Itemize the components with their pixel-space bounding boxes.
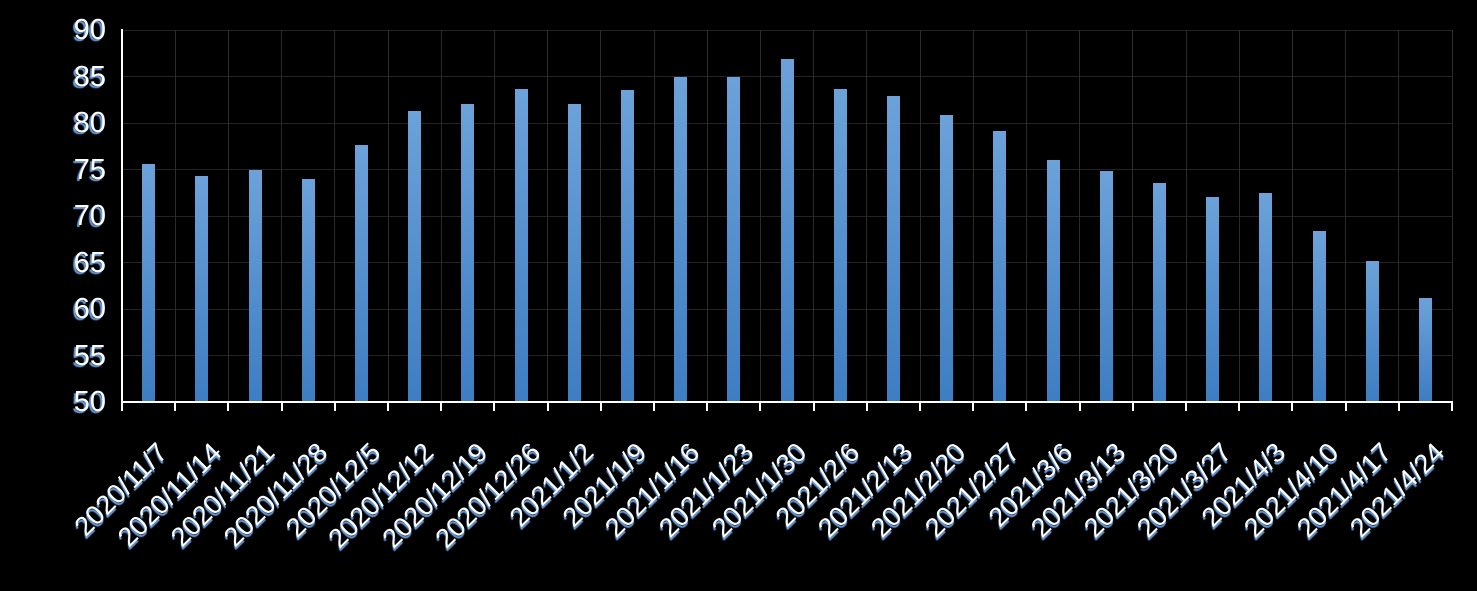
x-axis-tick xyxy=(493,403,496,411)
bar xyxy=(780,58,794,402)
x-axis-tick xyxy=(653,403,655,411)
x-axis-tick xyxy=(546,403,549,411)
x-axis-tick xyxy=(280,403,283,411)
x-axis-tick xyxy=(1344,403,1347,411)
x-axis-tick xyxy=(1185,403,1187,411)
x-axis-tick xyxy=(1238,403,1241,411)
y-axis-tick-label: 70 xyxy=(73,200,106,232)
bar xyxy=(408,110,422,402)
x-axis-tick xyxy=(865,403,868,411)
bar xyxy=(1152,182,1166,402)
v-gridline xyxy=(387,30,389,402)
bar xyxy=(940,114,954,402)
y-axis-tick-label: 85 xyxy=(73,60,106,93)
v-gridline xyxy=(281,30,283,402)
bar xyxy=(1099,171,1113,402)
v-gridline xyxy=(1079,30,1081,402)
bar xyxy=(248,170,262,402)
v-gridline xyxy=(600,30,602,402)
x-axis-tick xyxy=(1291,403,1294,411)
v-gridline xyxy=(653,30,655,402)
y-axis-tick-label: 65 xyxy=(73,246,106,279)
bar xyxy=(142,163,156,402)
bar xyxy=(195,176,209,402)
v-gridline xyxy=(1398,30,1400,402)
x-axis-tick xyxy=(919,403,921,411)
v-gridline xyxy=(1185,30,1187,402)
x-axis-tick xyxy=(759,403,762,411)
x-axis-tick xyxy=(440,403,443,411)
x-axis-tick xyxy=(812,403,815,411)
bar xyxy=(567,104,581,402)
v-gridline xyxy=(1132,30,1134,402)
bar xyxy=(1259,192,1273,402)
v-gridline xyxy=(493,30,495,402)
y-axis-tick-label: 50 xyxy=(73,386,106,418)
bar xyxy=(620,90,634,402)
bar xyxy=(1206,197,1220,402)
x-axis-tick xyxy=(227,403,230,411)
v-gridline xyxy=(1238,30,1240,402)
bar xyxy=(514,88,528,402)
v-gridline xyxy=(972,30,974,402)
v-gridline xyxy=(919,30,921,402)
v-gridline xyxy=(334,30,336,402)
y-axis-tick-label: 60 xyxy=(73,293,106,325)
y-axis-tick-label: 75 xyxy=(73,153,106,186)
bar xyxy=(1046,160,1060,402)
bar xyxy=(727,77,741,402)
x-axis-tick xyxy=(706,403,709,411)
x-axis-tick xyxy=(599,403,602,411)
v-gridline xyxy=(1345,30,1347,402)
bar xyxy=(993,131,1007,402)
y-axis-tick-label: 90 xyxy=(73,14,106,46)
v-gridline xyxy=(706,30,708,402)
v-gridline xyxy=(866,30,868,402)
y-axis-tick-label: 55 xyxy=(73,339,106,372)
x-axis-line xyxy=(120,400,1453,403)
x-axis-tick xyxy=(1131,403,1134,411)
bar xyxy=(674,77,688,402)
bar xyxy=(301,178,315,402)
bar xyxy=(461,104,475,402)
x-axis-tick xyxy=(121,403,123,411)
x-axis-tick xyxy=(1078,403,1081,411)
v-gridline xyxy=(759,30,761,402)
x-axis-tick xyxy=(1397,403,1400,411)
x-axis-tick xyxy=(333,403,336,411)
v-gridline xyxy=(440,30,442,402)
y-axis-line xyxy=(120,29,123,411)
x-axis-tick xyxy=(1451,403,1453,411)
bar xyxy=(1312,230,1326,402)
y-axis-tick-label: 80 xyxy=(73,107,106,139)
plot-area xyxy=(122,29,1453,402)
x-axis-tick xyxy=(387,403,389,411)
v-gridline xyxy=(813,30,815,402)
h-gridline xyxy=(122,29,1452,31)
x-axis-tick xyxy=(972,403,975,411)
x-axis-tick xyxy=(174,403,177,411)
v-gridline xyxy=(547,30,549,402)
bar xyxy=(886,96,900,402)
bar xyxy=(833,88,847,402)
v-gridline xyxy=(1291,30,1293,402)
v-gridline xyxy=(1451,30,1453,402)
x-axis-tick xyxy=(1025,403,1028,411)
bar xyxy=(1418,297,1432,402)
v-gridline xyxy=(227,30,229,402)
bar xyxy=(1365,260,1379,402)
v-gridline xyxy=(174,30,176,402)
bar xyxy=(354,145,368,402)
v-gridline xyxy=(1025,30,1027,402)
